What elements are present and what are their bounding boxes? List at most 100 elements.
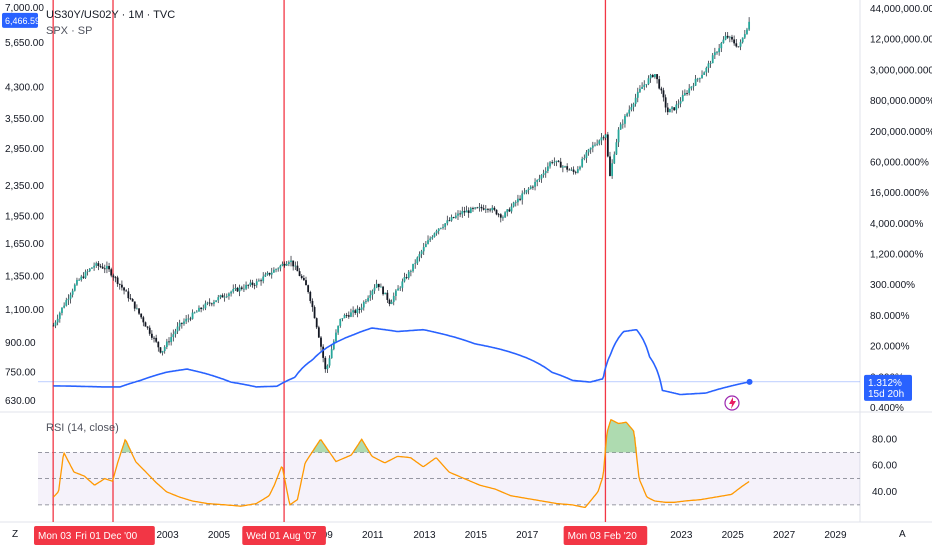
spx-candle-body xyxy=(446,220,449,224)
spx-candle-body xyxy=(669,108,671,113)
spx-candle-body xyxy=(495,209,498,215)
spx-candle-body xyxy=(153,337,155,339)
spx-candle-body xyxy=(459,213,462,215)
spx-candle-body xyxy=(146,326,149,328)
spx-candle-body xyxy=(129,298,132,299)
time-axis-tick-label: 2003 xyxy=(156,530,179,541)
spx-candle-body xyxy=(397,288,399,291)
spx-candle-body xyxy=(746,29,748,35)
spx-candle-body xyxy=(442,226,444,228)
spx-candle-body xyxy=(339,318,342,326)
spx-candle-body xyxy=(705,67,708,73)
spx-candle-body xyxy=(452,217,455,218)
spx-candle-body xyxy=(73,284,76,291)
spx-candle-body xyxy=(287,262,290,264)
spx-candle-body xyxy=(69,294,72,299)
left-axis-tick-label: 900.00 xyxy=(5,338,36,349)
spx-candle-body xyxy=(258,280,260,282)
spx-candle-body xyxy=(170,337,173,343)
spx-candle-body xyxy=(546,166,549,171)
legend-primary[interactable]: US30Y/US02Y · 1M · TVC xyxy=(46,9,176,21)
spx-candle-body xyxy=(341,318,344,319)
spx-candle-body xyxy=(285,263,288,266)
spx-candle-body xyxy=(56,318,59,323)
rsi-axis-tick-label: 60.00 xyxy=(872,461,897,472)
corner-left-label[interactable]: Z xyxy=(12,529,19,540)
countdown-badge-text: 15d 20h xyxy=(868,389,904,400)
spx-candle-body xyxy=(108,265,110,270)
left-axis-tick-label: 1,350.00 xyxy=(5,272,44,283)
spx-candle-body xyxy=(317,327,320,338)
spx-candle-body xyxy=(626,113,628,116)
spx-candle-body xyxy=(165,341,168,348)
spx-candle-body xyxy=(71,290,74,295)
spx-candle-body xyxy=(135,308,138,310)
spx-candle-body xyxy=(493,207,496,210)
spx-candle-body xyxy=(465,210,468,213)
spx-candle-body xyxy=(604,134,607,138)
left-axis-tick-label: 5,650.00 xyxy=(5,38,44,49)
spx-candle-body xyxy=(270,272,273,275)
spx-candle-body xyxy=(403,277,406,282)
spx-candle-body xyxy=(172,334,175,338)
spx-candle-body xyxy=(504,212,506,218)
spx-candle-body xyxy=(302,278,305,281)
spx-candle-body xyxy=(454,215,457,218)
spx-candle-body xyxy=(429,238,432,241)
yield-curve-last-point xyxy=(746,378,753,385)
spx-candle-body xyxy=(95,263,98,266)
spx-candle-body xyxy=(698,77,701,79)
spx-candle-body xyxy=(390,301,393,304)
spx-candle-body xyxy=(121,284,123,288)
spx-candle-body xyxy=(555,160,558,162)
left-axis-tick-label: 3,550.00 xyxy=(5,114,44,125)
spx-candle-body xyxy=(221,295,224,298)
spx-candle-body xyxy=(206,302,209,304)
spx-candle-body xyxy=(388,299,391,304)
spx-candle-body xyxy=(395,290,397,296)
spx-candle-body xyxy=(551,162,554,164)
spx-candle-body xyxy=(420,251,423,255)
spx-candle-body xyxy=(103,268,106,270)
legend-secondary[interactable]: SPX · SP xyxy=(46,25,93,37)
time-axis-tick-label: 2017 xyxy=(516,530,539,541)
spx-candle-body xyxy=(576,169,579,173)
main-panel xyxy=(38,5,860,410)
right-axis-tick-label: 16,000.000% xyxy=(870,188,929,199)
spx-candle-body xyxy=(407,271,410,278)
marker-date-badge xyxy=(563,526,648,545)
spx-candle-body xyxy=(127,291,130,299)
legend-rsi[interactable]: RSI (14, close) xyxy=(46,422,119,434)
spx-candle-body xyxy=(272,269,275,273)
spx-candle-body xyxy=(512,202,515,207)
spx-candle-body xyxy=(532,186,534,188)
spx-candle-body xyxy=(561,166,564,168)
spx-candle-body xyxy=(183,321,185,324)
spx-candle-body xyxy=(437,228,440,231)
spx-candle-body xyxy=(606,134,609,157)
spx-candle-body xyxy=(731,36,733,40)
spx-candle-body xyxy=(266,272,269,275)
spx-candle-body xyxy=(594,144,596,146)
spx-candle-body xyxy=(131,298,134,302)
spx-candle-body xyxy=(337,325,340,333)
spx-candle-body xyxy=(523,192,526,194)
spx-candle-body xyxy=(193,312,196,314)
corner-right-label[interactable]: A xyxy=(899,529,906,540)
rsi-band-fill xyxy=(38,452,860,505)
spx-candle-body xyxy=(330,349,333,359)
spx-candle-body xyxy=(448,220,451,222)
spx-candle-body xyxy=(683,92,686,95)
spx-candle-body xyxy=(360,307,363,310)
spx-candle-body xyxy=(228,293,230,297)
spx-candle-body xyxy=(208,302,211,304)
right-axis-tick-label: 3,000,000.000% xyxy=(870,65,932,76)
spx-candle-body xyxy=(345,315,348,316)
spx-candle-body xyxy=(711,55,714,64)
spx-candle-body xyxy=(497,214,500,216)
spx-candle-body xyxy=(168,341,170,343)
lightning-icon xyxy=(724,395,740,411)
spx-candle-body xyxy=(491,207,494,211)
spx-candle-body xyxy=(686,92,688,94)
